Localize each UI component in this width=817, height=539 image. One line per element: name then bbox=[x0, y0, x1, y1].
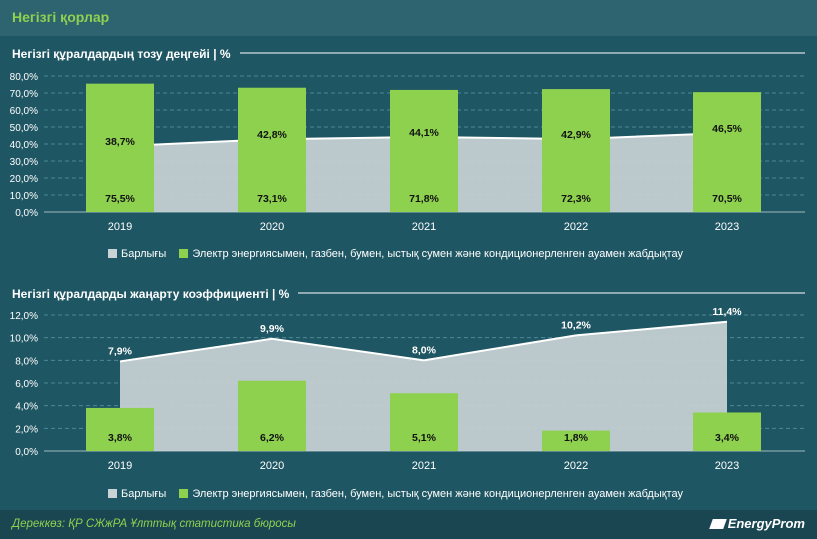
y-tick-label: 80,0% bbox=[10, 72, 38, 83]
area-value-label: 42,9% bbox=[561, 129, 591, 141]
bar-value-label: 75,5% bbox=[105, 193, 135, 205]
y-tick-label: 4,0% bbox=[15, 402, 38, 413]
legend-label-energy: Электр энергиясымен, газбен, бумен, ысты… bbox=[192, 248, 683, 260]
bar-energy bbox=[390, 89, 458, 212]
legend-label-total: Барлығы bbox=[121, 488, 167, 500]
legend-item-total: Барлығы bbox=[108, 248, 166, 260]
y-tick-label: 60,0% bbox=[10, 106, 38, 117]
bar-energy bbox=[86, 83, 154, 213]
source-note: Дереккөз: ҚР СЖжРА Ұлттық статистика бюр… bbox=[12, 518, 296, 530]
bar-value-label: 71,8% bbox=[409, 193, 439, 205]
bar-energy bbox=[238, 380, 306, 451]
legend-item-total: Барлығы bbox=[108, 488, 166, 500]
y-tick-label: 30,0% bbox=[10, 157, 38, 168]
legend-label-total: Барлығы bbox=[121, 248, 167, 260]
legend-swatch-total bbox=[108, 489, 117, 498]
x-tick-label: 2020 bbox=[260, 460, 284, 472]
y-tick-label: 12,0% bbox=[10, 311, 38, 322]
area-value-label: 42,8% bbox=[257, 129, 287, 141]
x-tick-label: 2019 bbox=[108, 460, 132, 472]
bar-value-label: 5,1% bbox=[412, 432, 437, 444]
bar-value-label: 1,8% bbox=[564, 432, 589, 444]
legend-renewal: Барлығы Электр энергиясымен, газбен, бум… bbox=[108, 488, 693, 500]
logo-icon bbox=[708, 519, 727, 529]
x-tick-label: 2021 bbox=[412, 221, 436, 233]
chart-title-wear: Негізгі құралдардың тозу деңгейі | % bbox=[12, 47, 231, 61]
charts-panel: Негізгі құралдардың тозу деңгейі | % 0,0… bbox=[0, 36, 817, 510]
area-value-label: 38,7% bbox=[105, 136, 135, 148]
legend-wear: Барлығы Электр энергиясымен, газбен, бум… bbox=[108, 248, 693, 260]
legend-swatch-energy bbox=[179, 249, 189, 258]
y-tick-label: 40,0% bbox=[10, 140, 38, 151]
footer-bar: Дереккөз: ҚР СЖжРА Ұлттық статистика бюр… bbox=[0, 510, 817, 539]
bar-energy bbox=[542, 430, 610, 451]
bar-energy bbox=[238, 87, 306, 212]
wear-level-chart: 0,0% 10,0% 20,0% 30,0% 40,0% 50,0% 60,0% 70,0% 8… bbox=[10, 52, 805, 472]
bar-value-label: 3,4% bbox=[715, 432, 740, 444]
legend-swatch-total bbox=[108, 249, 117, 258]
y-tick-label: 0,0% bbox=[15, 208, 38, 219]
area-value-label: 46,5% bbox=[712, 123, 742, 135]
bar-energy bbox=[542, 89, 610, 212]
y-tick-label: 8,0% bbox=[15, 356, 38, 367]
bar-value-label: 6,2% bbox=[260, 432, 285, 444]
header-bar: Негізгі қорлар bbox=[0, 0, 817, 36]
legend-label-energy: Электр энергиясымен, газбен, бумен, ысты… bbox=[192, 488, 683, 500]
area-value-label: 44,1% bbox=[409, 127, 439, 139]
brand-logo: EnergyProm bbox=[708, 516, 805, 531]
bar-value-label: 72,3% bbox=[561, 193, 591, 205]
bar-energy bbox=[390, 393, 458, 451]
x-tick-label: 2021 bbox=[412, 460, 436, 472]
y-tick-label: 6,0% bbox=[15, 379, 38, 390]
area-value-label: 9,9% bbox=[260, 323, 285, 335]
chart-title-renewal: Негізгі құралдарды жаңарту коэффициенті … bbox=[12, 287, 290, 301]
bar-value-label: 3,8% bbox=[108, 432, 133, 444]
bar-energy bbox=[86, 407, 154, 451]
logo-text: EnergyProm bbox=[727, 516, 805, 531]
y-tick-label: 10,0% bbox=[10, 334, 38, 345]
y-tick-label: 2,0% bbox=[15, 424, 38, 435]
area-value-label: 8,0% bbox=[412, 344, 437, 356]
area-value-label: 11,4% bbox=[712, 306, 742, 318]
y-tick-label: 0,0% bbox=[15, 447, 38, 458]
legend-item-energy: Электр энергиясымен, газбен, бумен, ысты… bbox=[179, 248, 683, 260]
y-tick-label: 10,0% bbox=[10, 191, 38, 202]
y-tick-label: 50,0% bbox=[10, 123, 38, 134]
bar-value-label: 70,5% bbox=[712, 193, 742, 205]
page-title: Негізгі қорлар bbox=[12, 9, 110, 25]
bar-energy bbox=[693, 92, 761, 212]
x-tick-label: 2022 bbox=[564, 460, 588, 472]
x-tick-label: 2023 bbox=[715, 460, 739, 472]
y-tick-label: 20,0% bbox=[10, 174, 38, 185]
area-value-label: 10,2% bbox=[561, 319, 591, 331]
area-total-line bbox=[119, 320, 728, 363]
x-tick-label: 2020 bbox=[260, 221, 284, 233]
legend-swatch-energy bbox=[179, 489, 189, 498]
x-tick-label: 2023 bbox=[715, 221, 739, 233]
bar-energy bbox=[693, 412, 761, 451]
x-tick-label: 2019 bbox=[108, 221, 132, 233]
legend-item-energy: Электр энергиясымен, газбен, бумен, ысты… bbox=[179, 488, 683, 500]
y-tick-label: 70,0% bbox=[10, 89, 38, 100]
area-value-label: 7,9% bbox=[108, 345, 133, 357]
x-tick-label: 2022 bbox=[564, 221, 588, 233]
bar-value-label: 73,1% bbox=[257, 193, 287, 205]
